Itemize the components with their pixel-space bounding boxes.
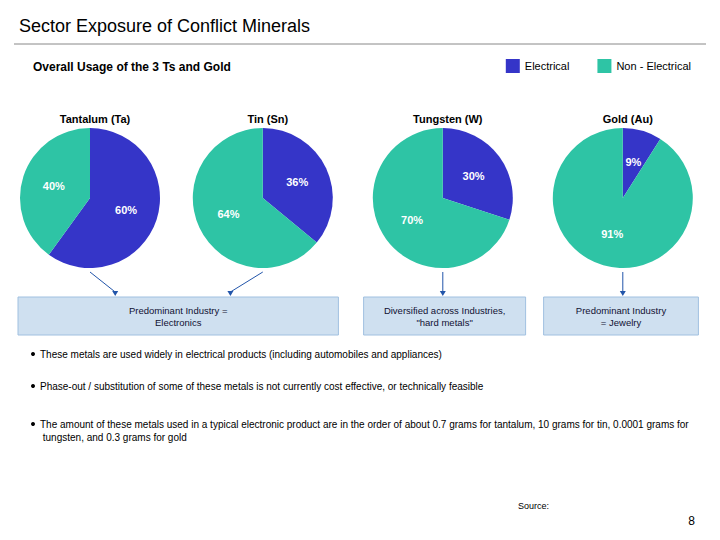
svg-text:40%: 40%: [43, 180, 65, 192]
svg-text:Overall Usage of the 3 Ts and: Overall Usage of the 3 Ts and Gold: [33, 60, 231, 74]
svg-text:"hard metals": "hard metals": [416, 317, 472, 328]
svg-text:9%: 9%: [625, 156, 641, 168]
svg-text:64%: 64%: [217, 208, 239, 220]
svg-text:70%: 70%: [401, 214, 423, 226]
svg-text:Diversified across Industries,: Diversified across Industries,: [384, 305, 505, 316]
svg-text:Electronics: Electronics: [155, 317, 202, 328]
svg-text:Source:: Source:: [518, 501, 549, 511]
svg-text:These metals are used widely i: These metals are used widely in electric…: [40, 349, 442, 360]
svg-text:60%: 60%: [115, 204, 137, 216]
svg-text:36%: 36%: [286, 176, 308, 188]
svg-text:Phase-out / substitution of so: Phase-out / substitution of some of thes…: [40, 381, 484, 392]
svg-text:tungsten, and 0.3 grams for go: tungsten, and 0.3 grams for gold: [40, 432, 187, 443]
svg-text:Tin (Sn): Tin (Sn): [247, 113, 288, 125]
svg-text:Tungsten (W): Tungsten (W): [413, 113, 483, 125]
svg-text:Predominant Industry =: Predominant Industry =: [129, 305, 228, 316]
svg-text:8: 8: [688, 514, 695, 528]
svg-text:Tantalum (Ta): Tantalum (Ta): [60, 113, 131, 125]
svg-text:Electrical: Electrical: [525, 60, 570, 72]
svg-text:Predominant Industry: Predominant Industry: [576, 305, 667, 316]
svg-text:Sector Exposure of Conflict Mi: Sector Exposure of Conflict Minerals: [19, 16, 310, 36]
svg-text:Non - Electrical: Non - Electrical: [616, 60, 691, 72]
svg-text:30%: 30%: [463, 170, 485, 182]
svg-text:91%: 91%: [601, 228, 623, 240]
svg-text:Gold (Au): Gold (Au): [603, 113, 653, 125]
svg-text:= Jewelry: = Jewelry: [601, 317, 642, 328]
svg-text:The amount of these metals use: The amount of these metals used in a typ…: [40, 419, 689, 430]
